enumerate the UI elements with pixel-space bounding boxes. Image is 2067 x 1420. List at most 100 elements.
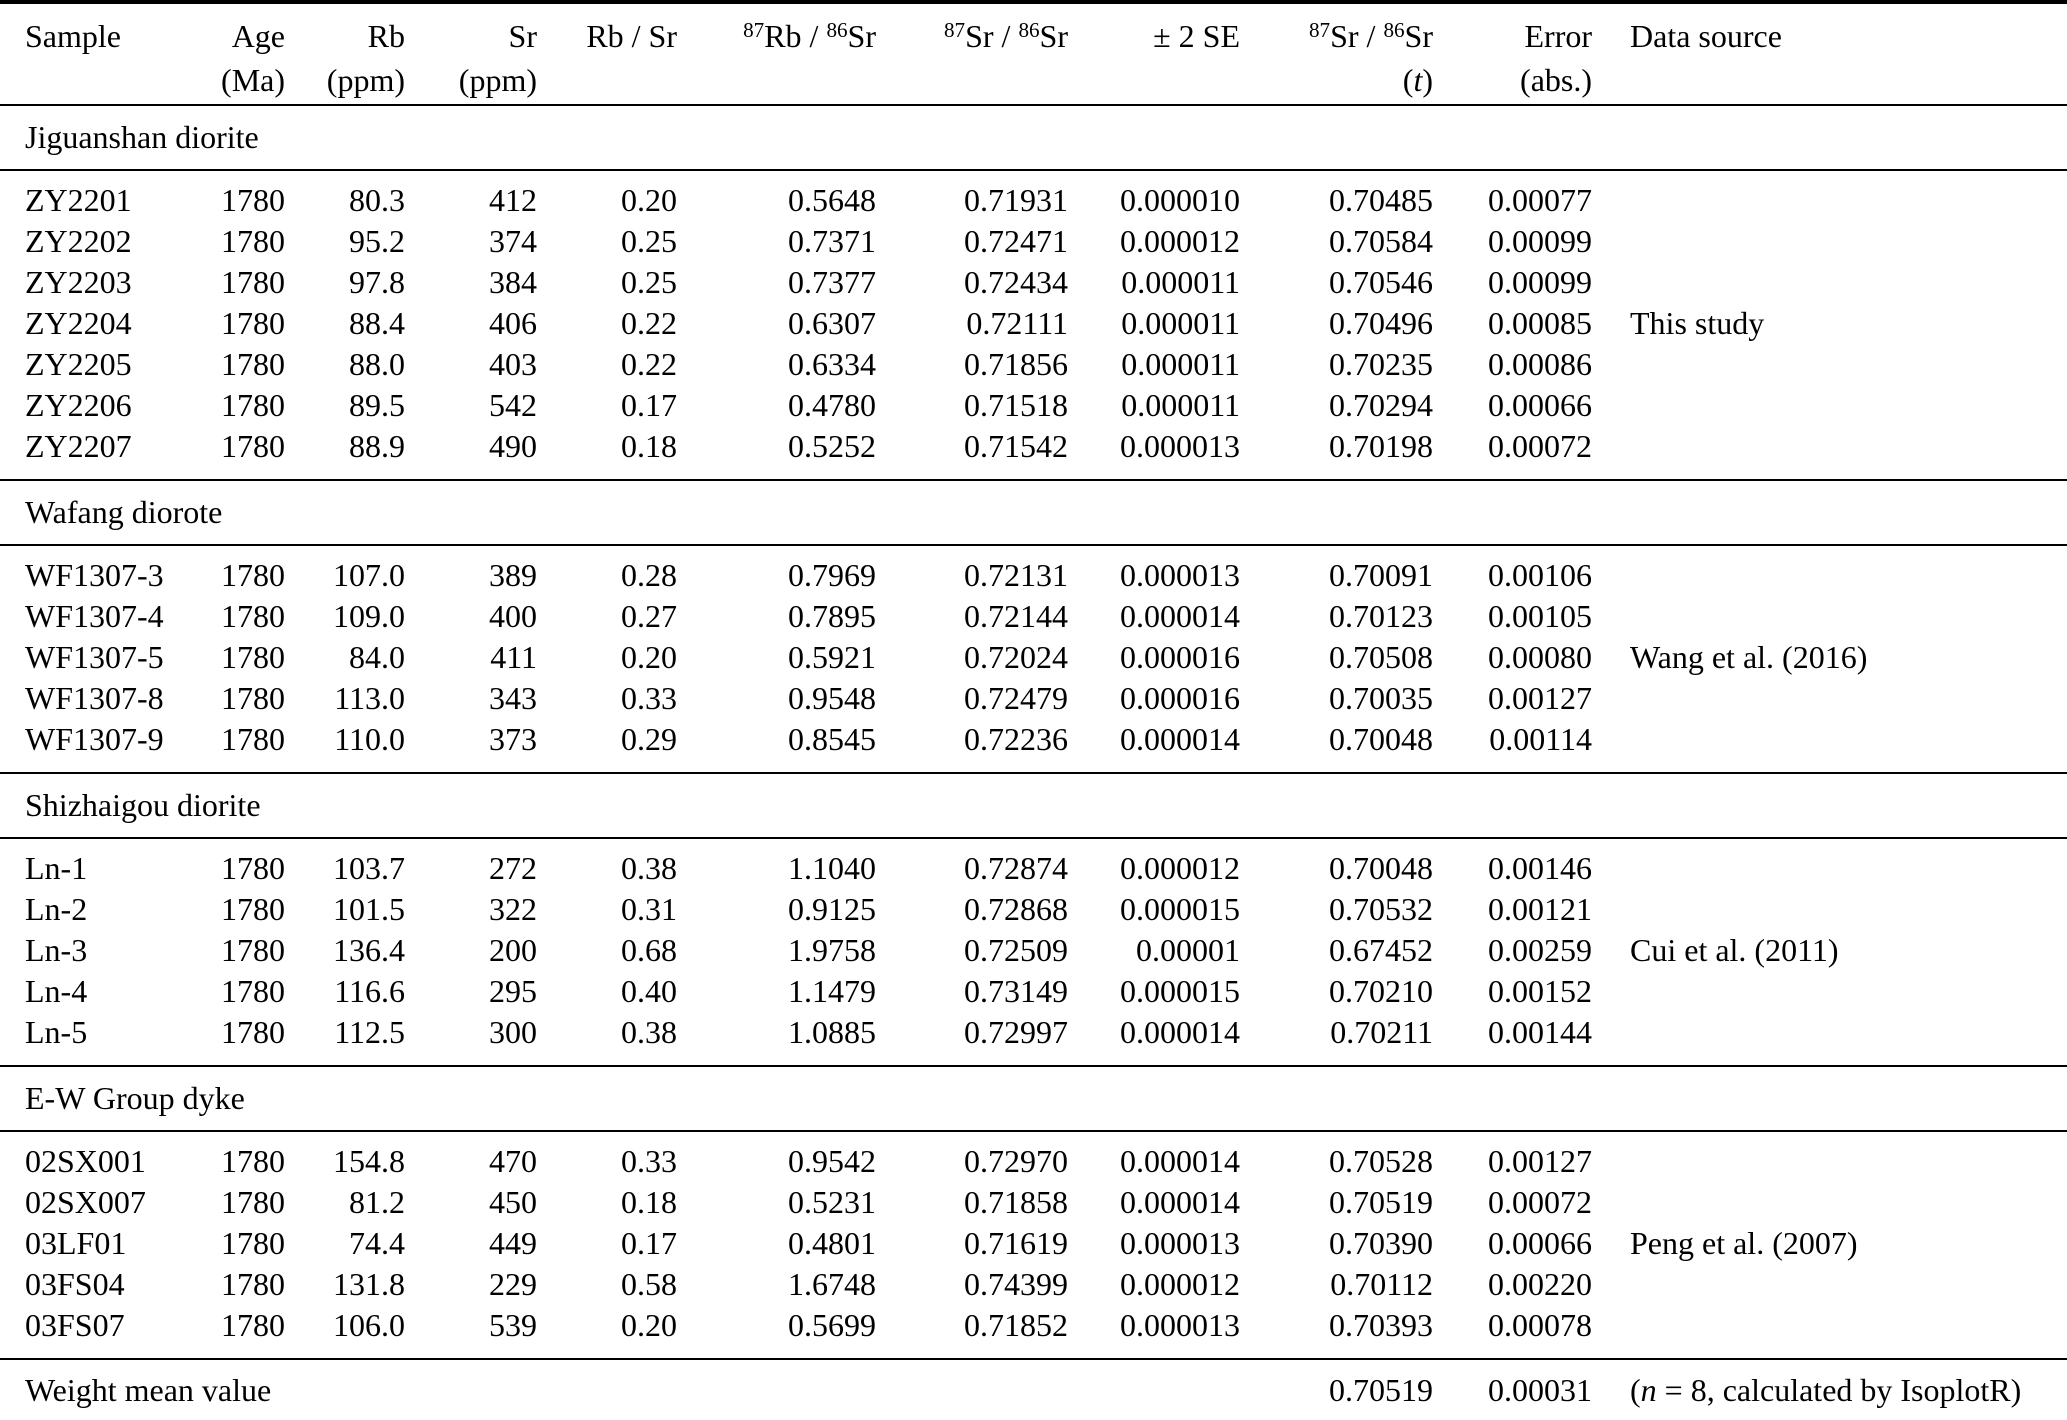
col-header-unit: (ppm) (326, 62, 405, 98)
cell-sample: Ln-2 (25, 891, 88, 927)
cell-rb-ppm: 80.3 (349, 182, 405, 218)
col-header-label: Rb / Sr (586, 18, 677, 54)
cell-error-abs: 0.00072 (1433, 426, 1592, 481)
section-data-body: Ln-1 1780 103.7 272 0.38 1.1040 0.72874 0.00001… (0, 838, 2067, 1067)
cell-rb-sr-ratio: 0.18 (537, 426, 677, 481)
cell-error-abs: 0.00072 (1488, 1184, 1592, 1220)
section-data-body: 02SX001 1780 154.8 470 0.33 0.9542 0.72970 0.00… (0, 1131, 2067, 1360)
col-header-rb87-sr86: 87Rb / 86Sr (677, 2, 876, 106)
cell-sample: ZY2201 (25, 182, 132, 218)
cell-sr87-sr86: 0.71518 (964, 387, 1068, 423)
cell-error-abs: 0.00086 (1488, 346, 1592, 382)
cell-2se: 0.000012 (1120, 1266, 1240, 1302)
cell-sample: 02SX001 (25, 1143, 146, 1179)
cell-2se: 0.000014 (1068, 1012, 1240, 1067)
col-header-error: Error (abs.) (1433, 2, 1592, 106)
cell-rb-ppm: 88.0 (349, 346, 405, 382)
cell-sample: ZY2205 (25, 346, 132, 382)
isotope-superscript: 86 (1383, 18, 1405, 42)
cell-rb-sr-ratio: 0.25 (621, 223, 677, 259)
col-header-unit: (abs.) (1520, 62, 1592, 98)
cell-sample: 03FS07 (0, 1305, 160, 1360)
cell-sr87-sr86-t: 0.70508 (1329, 639, 1433, 675)
italic-n: n (1640, 1372, 1657, 1408)
cell-rb-sr-ratio: 0.20 (621, 182, 677, 218)
cell-sr87-sr86-t: 0.70393 (1240, 1305, 1433, 1360)
col-header-2se: ± 2 SE (1068, 2, 1240, 106)
cell-sr87-sr86: 0.73149 (964, 973, 1068, 1009)
cell-sr-ppm: 374 (489, 223, 537, 259)
cell-sr87-sr86: 0.71856 (964, 346, 1068, 382)
cell-age-ma: 1780 (221, 680, 285, 716)
cell-sample: 03LF01 (25, 1225, 127, 1261)
cell-sr-ppm: 542 (489, 387, 537, 423)
section-title-row: Jiguanshan diorite (0, 105, 2067, 171)
cell-rb87-sr86: 0.6307 (788, 305, 876, 341)
table-row: ZY2201 1780 80.3 412 0.20 0.5648 0.71931 0.0000… (0, 170, 2067, 221)
cell-sr87-sr86: 0.71931 (964, 182, 1068, 218)
cell-rb-ppm: 109.0 (333, 598, 405, 634)
cell-2se: 0.000014 (1068, 719, 1240, 774)
cell-error-abs: 0.00105 (1488, 598, 1592, 634)
cell-sr87-sr86-t: 0.70235 (1329, 346, 1433, 382)
cell-sr87-sr86: 0.71858 (964, 1184, 1068, 1220)
cell-sr87-sr86: 0.71852 (876, 1305, 1068, 1360)
cell-rb87-sr86: 1.1040 (788, 850, 876, 886)
cell-rb-ppm: 136.4 (333, 932, 405, 968)
cell-2se: 0.000016 (1120, 680, 1240, 716)
weight-mean-label: Weight mean value (25, 1372, 272, 1408)
cell-age-ma: 1780 (160, 719, 285, 774)
cell-sr87-sr86: 0.72970 (964, 1143, 1068, 1179)
col-header-label: ± 2 SE (1153, 18, 1240, 54)
cell-error-abs: 0.00127 (1488, 1143, 1592, 1179)
cell-sr87-sr86-t: 0.70112 (1330, 1266, 1433, 1302)
cell-sr87-sr86: 0.72479 (964, 680, 1068, 716)
cell-sr87-sr86: 0.72868 (964, 891, 1068, 927)
cell-sample: ZY2204 (25, 305, 132, 341)
cell-age-ma: 1780 (221, 850, 285, 886)
cell-rb-sr-ratio: 0.27 (621, 598, 677, 634)
cell-error-abs: 0.00066 (1488, 387, 1592, 423)
cell-sr87-sr86: 0.72111 (966, 305, 1068, 341)
cell-age-ma: 1780 (221, 387, 285, 423)
cell-rb87-sr86: 0.5252 (677, 426, 876, 481)
section-title: Jiguanshan diorite (0, 105, 2067, 171)
cell-sr87-sr86: 0.72024 (964, 639, 1068, 675)
cell-sr87-sr86: 0.71542 (876, 426, 1068, 481)
col-header-rb-sr-ratio: Rb / Sr (537, 2, 677, 106)
cell-rb-sr-ratio: 0.40 (621, 973, 677, 1009)
table-row: 03FS04 1780 131.8 229 0.58 1.6748 0.74399 0.000… (0, 1264, 2067, 1305)
cell-data-source (1592, 545, 2067, 596)
cell-sr-ppm: 450 (489, 1184, 537, 1220)
cell-rb-ppm: 81.2 (349, 1184, 405, 1220)
table-row: WF1307-5 1780 84.0 411 0.20 0.5921 0.72024 0.00… (0, 637, 2067, 678)
section-title-row: Wafang diorote (0, 480, 2067, 546)
cell-data-source (1592, 426, 2067, 481)
table-row: ZY2207 1780 88.9 490 0.18 0.5252 0.71542 0.0000… (0, 426, 2067, 481)
cell-rb-ppm: 110.0 (285, 719, 405, 774)
cell-error-abs: 0.00085 (1488, 305, 1592, 341)
italic-t: t (1413, 62, 1423, 98)
cell-sr-ppm: 403 (489, 346, 537, 382)
cell-rb-ppm: 107.0 (333, 557, 405, 593)
cell-error-abs: 0.00259 (1488, 932, 1592, 968)
table-row: Ln-1 1780 103.7 272 0.38 1.1040 0.72874 0.00001… (0, 838, 2067, 889)
cell-error-abs: 0.00127 (1488, 680, 1592, 716)
cell-sr87-sr86-t: 0.70485 (1329, 182, 1433, 218)
cell-sr87-sr86-t: 0.70532 (1329, 891, 1433, 927)
cell-sr87-sr86: 0.72131 (964, 557, 1068, 593)
cell-rb87-sr86: 0.4780 (788, 387, 876, 423)
cell-sr87-sr86-t: 0.67452 (1329, 932, 1433, 968)
cell-sample: WF1307-5 (25, 639, 164, 675)
section-title-body: Shizhaigou diorite (0, 773, 2067, 839)
cell-sr87-sr86-t: 0.70519 (1329, 1184, 1433, 1220)
table-header: Sample Age (Ma) Rb (ppm) Sr (ppm) Rb / S… (0, 2, 2067, 106)
cell-sr87-sr86: 0.72471 (964, 223, 1068, 259)
cell-data-source (1592, 262, 2067, 303)
cell-error-abs: 0.00106 (1488, 557, 1592, 593)
cell-sr87-sr86: 0.74399 (964, 1266, 1068, 1302)
cell-sample: Ln-1 (25, 850, 88, 886)
cell-rb-ppm: 103.7 (333, 850, 405, 886)
cell-sr-ppm: 384 (489, 264, 537, 300)
